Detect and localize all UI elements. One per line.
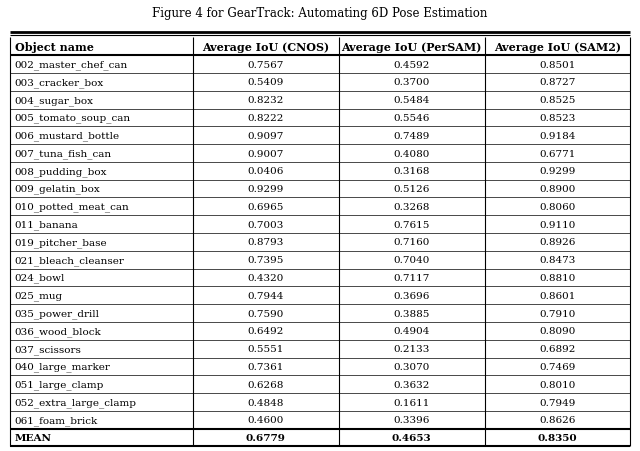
Text: 0.9299: 0.9299 <box>540 167 575 176</box>
Text: 0.6268: 0.6268 <box>248 380 284 389</box>
Text: 0.8060: 0.8060 <box>540 202 575 212</box>
Text: 0.7615: 0.7615 <box>394 220 429 229</box>
Text: Figure 4 for GearTrack: Automating 6D Pose Estimation: Figure 4 for GearTrack: Automating 6D Po… <box>152 7 488 20</box>
Text: 052_extra_large_clamp: 052_extra_large_clamp <box>15 397 137 407</box>
Text: 0.3268: 0.3268 <box>394 202 429 212</box>
Text: 037_scissors: 037_scissors <box>15 344 81 354</box>
Text: 0.7590: 0.7590 <box>248 309 284 318</box>
Text: 0.7003: 0.7003 <box>248 220 284 229</box>
Text: 0.6892: 0.6892 <box>540 345 575 354</box>
Text: 0.8523: 0.8523 <box>540 114 575 123</box>
Text: 0.3632: 0.3632 <box>394 380 429 389</box>
Text: 0.3885: 0.3885 <box>394 309 429 318</box>
Text: 025_mug: 025_mug <box>15 291 63 300</box>
Text: 0.3168: 0.3168 <box>394 167 429 176</box>
Text: 004_sugar_box: 004_sugar_box <box>15 96 93 105</box>
Text: 0.3700: 0.3700 <box>394 78 429 87</box>
Text: 0.7160: 0.7160 <box>394 238 429 247</box>
Text: 0.5551: 0.5551 <box>248 345 284 354</box>
Text: 0.4320: 0.4320 <box>248 273 284 282</box>
Text: 0.8090: 0.8090 <box>540 327 575 336</box>
Text: 0.7040: 0.7040 <box>394 256 429 265</box>
Text: 0.8900: 0.8900 <box>540 185 575 193</box>
Text: 0.4653: 0.4653 <box>392 433 431 442</box>
Text: 011_banana: 011_banana <box>15 220 79 230</box>
Text: 0.9007: 0.9007 <box>248 149 284 158</box>
Text: 0.9184: 0.9184 <box>540 131 575 140</box>
Text: 0.7944: 0.7944 <box>248 291 284 300</box>
Text: 002_master_chef_can: 002_master_chef_can <box>15 60 128 70</box>
Text: 0.6771: 0.6771 <box>540 149 575 158</box>
Text: 0.3696: 0.3696 <box>394 291 429 300</box>
Text: 0.7489: 0.7489 <box>394 131 429 140</box>
Text: 019_pitcher_base: 019_pitcher_base <box>15 238 108 247</box>
Text: 0.9110: 0.9110 <box>540 220 575 229</box>
Text: 0.1611: 0.1611 <box>394 398 429 407</box>
Text: 005_tomato_soup_can: 005_tomato_soup_can <box>15 113 131 123</box>
Text: 0.4904: 0.4904 <box>394 327 429 336</box>
Text: 0.9299: 0.9299 <box>248 185 284 193</box>
Text: 003_cracker_box: 003_cracker_box <box>15 78 104 87</box>
Text: 0.8350: 0.8350 <box>538 433 577 442</box>
Text: 0.8222: 0.8222 <box>248 114 284 123</box>
Text: 007_tuna_fish_can: 007_tuna_fish_can <box>15 149 112 158</box>
Text: 021_bleach_cleanser: 021_bleach_cleanser <box>15 255 125 265</box>
Text: Object name: Object name <box>15 42 93 53</box>
Text: 0.6492: 0.6492 <box>248 327 284 336</box>
Text: 0.7361: 0.7361 <box>248 362 284 371</box>
Text: 024_bowl: 024_bowl <box>15 273 65 283</box>
Text: 0.9097: 0.9097 <box>248 131 284 140</box>
Text: 0.6779: 0.6779 <box>246 433 285 442</box>
Text: 0.4592: 0.4592 <box>394 60 429 69</box>
Text: 036_wood_block: 036_wood_block <box>15 327 102 336</box>
Text: 0.8501: 0.8501 <box>540 60 575 69</box>
Text: 040_large_marker: 040_large_marker <box>15 362 111 372</box>
Text: 0.5546: 0.5546 <box>394 114 429 123</box>
Text: 009_gelatin_box: 009_gelatin_box <box>15 184 100 194</box>
Text: 0.5126: 0.5126 <box>394 185 429 193</box>
Text: 0.7395: 0.7395 <box>248 256 284 265</box>
Text: 0.7567: 0.7567 <box>248 60 284 69</box>
Text: 0.7469: 0.7469 <box>540 362 575 371</box>
Text: 0.8601: 0.8601 <box>540 291 575 300</box>
Text: 0.8810: 0.8810 <box>540 273 575 282</box>
Text: 061_foam_brick: 061_foam_brick <box>15 415 98 425</box>
Text: 006_mustard_bottle: 006_mustard_bottle <box>15 131 120 141</box>
Text: 0.4080: 0.4080 <box>394 149 429 158</box>
Text: 0.8232: 0.8232 <box>248 96 284 105</box>
Text: 0.6965: 0.6965 <box>248 202 284 212</box>
Text: 0.7117: 0.7117 <box>394 273 429 282</box>
Text: 0.8010: 0.8010 <box>540 380 575 389</box>
Text: 0.4848: 0.4848 <box>248 398 284 407</box>
Text: 0.8793: 0.8793 <box>248 238 284 247</box>
Text: 0.8473: 0.8473 <box>540 256 575 265</box>
Text: 051_large_clamp: 051_large_clamp <box>15 380 104 389</box>
Text: 0.8525: 0.8525 <box>540 96 575 105</box>
Text: 008_pudding_box: 008_pudding_box <box>15 166 108 176</box>
Text: Average IoU (SAM2): Average IoU (SAM2) <box>494 42 621 53</box>
Text: MEAN: MEAN <box>15 433 52 442</box>
Text: 0.8626: 0.8626 <box>540 415 575 424</box>
Text: 0.2133: 0.2133 <box>394 345 429 354</box>
Text: Average IoU (PerSAM): Average IoU (PerSAM) <box>341 42 482 53</box>
Text: 0.4600: 0.4600 <box>248 415 284 424</box>
Text: Average IoU (CNOS): Average IoU (CNOS) <box>202 42 329 53</box>
Text: 0.5484: 0.5484 <box>394 96 429 105</box>
Text: 0.5409: 0.5409 <box>248 78 284 87</box>
Text: 0.7949: 0.7949 <box>540 398 575 407</box>
Text: 035_power_drill: 035_power_drill <box>15 308 100 318</box>
Text: 0.3396: 0.3396 <box>394 415 429 424</box>
Text: 0.3070: 0.3070 <box>394 362 429 371</box>
Text: 0.8727: 0.8727 <box>540 78 575 87</box>
Text: 010_potted_meat_can: 010_potted_meat_can <box>15 202 129 212</box>
Text: 0.8926: 0.8926 <box>540 238 575 247</box>
Text: 0.7910: 0.7910 <box>540 309 575 318</box>
Text: 0.0406: 0.0406 <box>248 167 284 176</box>
